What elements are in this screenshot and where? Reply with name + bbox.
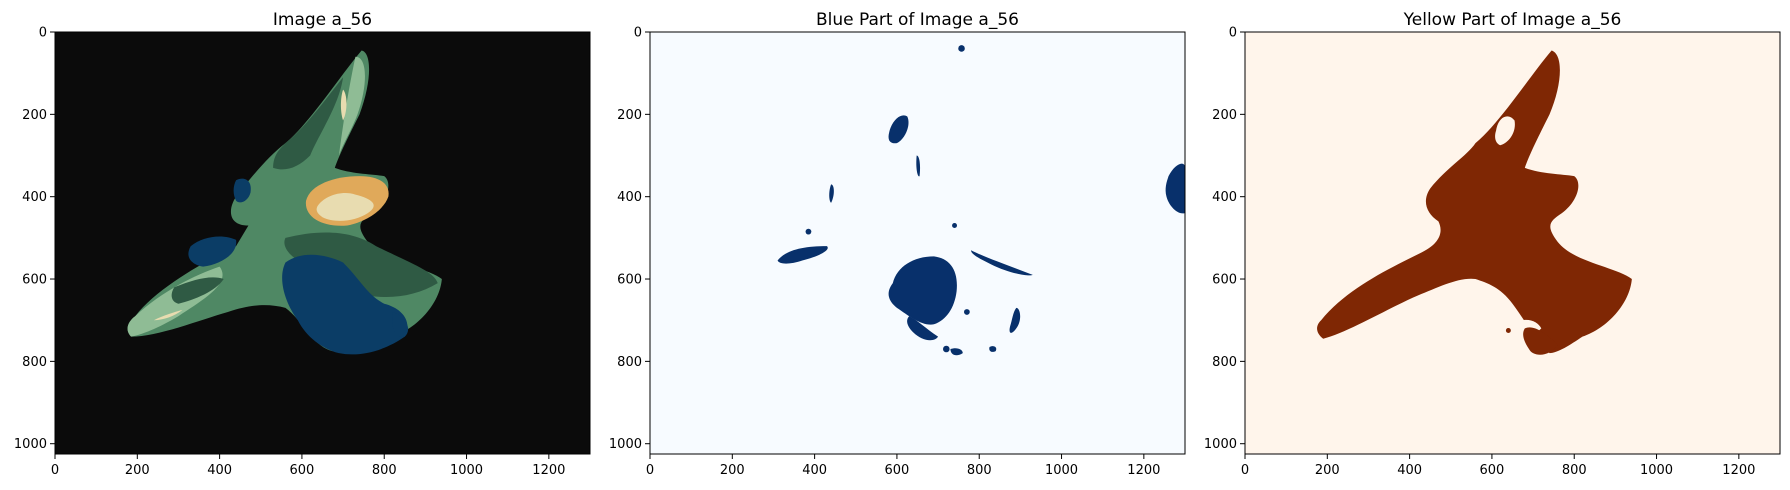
y-tick-label: 600	[22, 273, 47, 288]
panel-title: Blue Part of Image a_56	[816, 10, 1019, 30]
x-tick-label: 200	[125, 463, 150, 478]
blue-blob-bottom-right	[989, 346, 997, 352]
x-tick-label: 200	[1315, 463, 1340, 478]
x-tick-label: 800	[372, 463, 397, 478]
y-tick-label: 400	[22, 190, 47, 205]
yellow-mask-speck	[1505, 328, 1511, 333]
tissue-region-dark-left	[171, 277, 224, 304]
y-tick-label: 800	[1212, 355, 1237, 370]
x-axis: 0 200 400 600 800 1000 1200	[1241, 454, 1755, 478]
yellow-mask-main	[1317, 50, 1632, 354]
x-tick-label: 600	[1480, 463, 1505, 478]
y-axis: 0 200 400 600 800 1000	[609, 26, 650, 452]
y-tick-label: 1000	[1204, 437, 1237, 452]
pale-region	[316, 193, 374, 221]
mask-background	[650, 32, 1185, 454]
x-tick-label: 0	[51, 463, 59, 478]
blue-region-center	[282, 254, 408, 355]
blue-dot-small-2	[964, 309, 970, 315]
blue-dot-mid	[952, 223, 958, 228]
x-axis: 0 200 400 600 800 1000 1200	[646, 454, 1160, 478]
blue-dot-small-1	[805, 228, 812, 235]
x-tick-label: 200	[720, 463, 745, 478]
blue-blob-center	[888, 256, 957, 325]
y-tick-label: 1000	[609, 437, 642, 452]
y-tick-label: 0	[1229, 26, 1237, 41]
blue-blob-bottom	[950, 348, 963, 356]
x-axis: 0 200 400 600 800 1000 1200	[51, 454, 565, 478]
y-tick-label: 1000	[14, 437, 47, 452]
x-tick-label: 1000	[1640, 463, 1673, 478]
plot-frame	[649, 31, 1186, 455]
x-tick-label: 800	[967, 463, 992, 478]
yellow-mask-bottom-shards	[1523, 327, 1558, 355]
y-tick-label: 800	[617, 355, 642, 370]
panel-blue-part: Blue Part of Image a_56	[609, 10, 1186, 478]
x-tick-label: 1000	[1045, 463, 1078, 478]
y-tick-label: 200	[22, 108, 47, 123]
blue-blob-right-small	[1009, 307, 1021, 333]
x-tick-label: 1200	[1722, 463, 1755, 478]
tissue-region-light-upper	[338, 56, 365, 156]
pale-streak-lower	[153, 309, 183, 321]
blue-dot-top	[958, 45, 965, 52]
y-tick-label: 800	[22, 355, 47, 370]
plot-frame	[1244, 31, 1781, 455]
panel-yellow-part: Yellow Part of Image a_56 0 200 400 600 800 1…	[1204, 10, 1781, 478]
tissue-region-dark	[273, 77, 344, 170]
blue-blob-center-tail	[907, 316, 939, 341]
x-tick-label: 800	[1562, 463, 1587, 478]
plot-area-blue	[650, 32, 1185, 454]
y-axis: 0 200 400 600 800 1000	[1204, 26, 1245, 452]
pale-streak-upper	[340, 89, 347, 121]
panel-title: Image a_56	[273, 10, 372, 30]
plot-area-yellow	[1245, 32, 1780, 454]
plot-area-image	[55, 32, 590, 454]
panel-image: Image a_56 0 200 400 600 800 1000 1200 0 200	[14, 10, 591, 478]
y-axis: 0 200 400 600 800 1000	[14, 26, 55, 452]
blue-blob-right-arc	[971, 250, 1033, 276]
x-tick-label: 400	[207, 463, 232, 478]
blue-blob-small-left	[829, 184, 834, 203]
blue-blob-left	[777, 246, 828, 264]
x-tick-label: 1200	[1127, 463, 1160, 478]
y-tick-label: 200	[617, 108, 642, 123]
x-tick-label: 0	[646, 463, 654, 478]
y-tick-label: 400	[1212, 190, 1237, 205]
blue-dot-small-3	[943, 345, 950, 353]
x-tick-label: 400	[1397, 463, 1422, 478]
blue-region-right	[392, 311, 409, 337]
y-tick-label: 0	[39, 26, 47, 41]
plot-frame	[54, 31, 591, 455]
y-tick-label: 600	[617, 273, 642, 288]
panel-title: Yellow Part of Image a_56	[1403, 10, 1622, 30]
x-tick-label: 0	[1241, 463, 1249, 478]
y-tick-label: 0	[634, 26, 642, 41]
blue-mask	[777, 45, 1185, 356]
x-tick-label: 600	[885, 463, 910, 478]
blue-region-upper	[233, 178, 251, 203]
blue-blob-stem	[916, 155, 921, 177]
y-tick-label: 200	[1212, 108, 1237, 123]
blue-blob-edge	[1165, 163, 1185, 214]
x-tick-label: 1000	[450, 463, 483, 478]
x-tick-label: 400	[802, 463, 827, 478]
blue-blob-top	[888, 115, 909, 144]
x-tick-label: 600	[290, 463, 315, 478]
y-tick-label: 400	[617, 190, 642, 205]
x-tick-label: 1200	[532, 463, 565, 478]
y-tick-label: 600	[1212, 273, 1237, 288]
tissue-region-dark-lower	[284, 232, 438, 298]
blue-region-left	[188, 236, 237, 267]
